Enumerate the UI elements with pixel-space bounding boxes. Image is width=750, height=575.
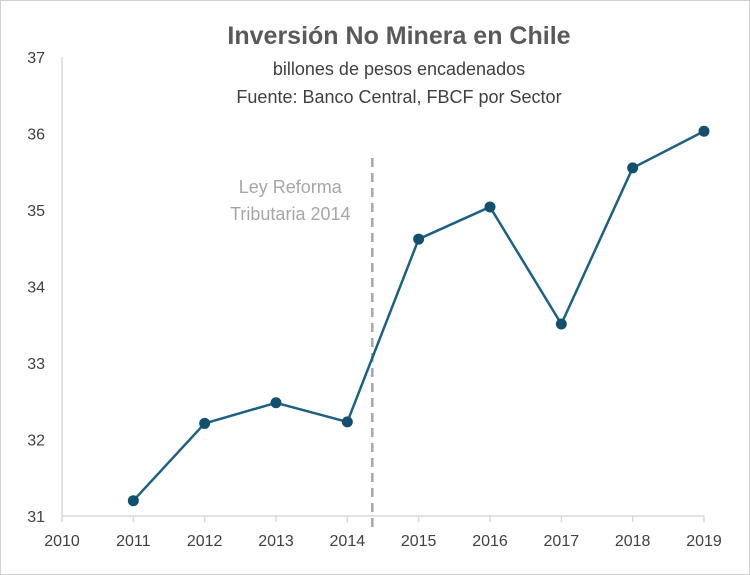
x-tick-label: 2012: [187, 533, 223, 550]
annotation-line-1: Ley Reforma: [239, 177, 343, 197]
x-tick-label: 2015: [401, 533, 437, 550]
x-tick-label: 2011: [116, 533, 151, 550]
y-tick-label: 34: [27, 280, 45, 297]
x-tick-label: 2013: [258, 533, 294, 550]
y-tick-label: 31: [27, 509, 45, 526]
y-tick-label: 36: [27, 127, 45, 144]
data-point: [555, 318, 567, 330]
y-tick-label: 33: [27, 356, 45, 373]
data-point: [484, 201, 496, 213]
data-point: [270, 397, 282, 409]
annotation-line-2: Tributaria 2014: [230, 204, 350, 224]
x-tick-label: 2014: [330, 533, 366, 550]
axes: 31 32 33 34 35 36 37 2010 2011 2012 2013 2014 2015 20…: [27, 50, 722, 550]
x-tick-label: 2018: [615, 533, 651, 550]
data-point: [698, 125, 710, 137]
annotation-group: Ley Reforma Tributaria 2014: [230, 158, 374, 529]
x-tick-label: 2017: [544, 533, 580, 550]
y-tick-label: 37: [27, 50, 45, 67]
x-tick-label: 2016: [472, 533, 508, 550]
chart-title: Inversión No Minera en Chile: [227, 22, 570, 50]
series-group: [127, 125, 710, 507]
y-tick-label: 32: [27, 433, 45, 450]
data-point: [341, 416, 353, 428]
data-point: [413, 233, 425, 245]
data-point: [127, 495, 139, 507]
x-tick-label: 2010: [44, 533, 80, 550]
y-tick-label: 35: [27, 203, 45, 220]
series-line: [132, 130, 705, 502]
chart-subtitle-line-2: Fuente: Banco Central, FBCF por Sector: [236, 87, 561, 107]
data-point: [199, 417, 211, 429]
data-point: [627, 162, 639, 174]
x-tick-label: 2019: [686, 533, 722, 550]
chart-subtitle-line-1: billones de pesos encadenados: [273, 59, 525, 79]
